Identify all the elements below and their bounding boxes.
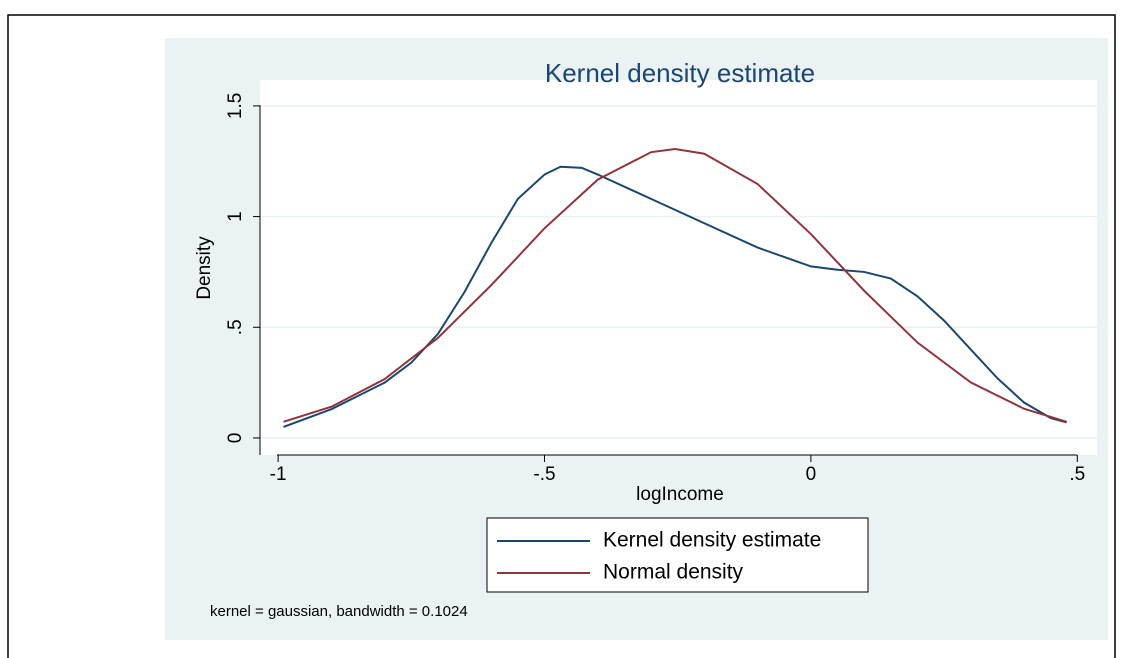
- x-tick-label: -.5: [533, 464, 555, 485]
- chart-title: Kernel density estimate: [545, 58, 815, 88]
- legend-label: Kernel density estimate: [603, 529, 821, 552]
- x-tick-label: 0: [806, 464, 817, 485]
- y-axis-title: Density: [194, 236, 215, 300]
- y-tick-label: .5: [225, 319, 246, 335]
- y-tick-label: 1: [225, 211, 246, 222]
- x-tick-label: .5: [1069, 464, 1085, 485]
- legend: [486, 517, 869, 593]
- note: kernel = gaussian, bandwidth = 0.1024: [210, 603, 468, 620]
- plot-area: [260, 80, 1097, 455]
- line-series: [283, 148, 1067, 423]
- line-series: [283, 165, 1067, 428]
- x-axis-title: logIncome: [636, 484, 724, 505]
- x-tick-label: -1: [270, 464, 287, 485]
- y-tick-label: 0: [225, 433, 246, 444]
- legend-label: Normal density: [603, 561, 744, 584]
- y-tick-label: 1.5: [225, 93, 246, 119]
